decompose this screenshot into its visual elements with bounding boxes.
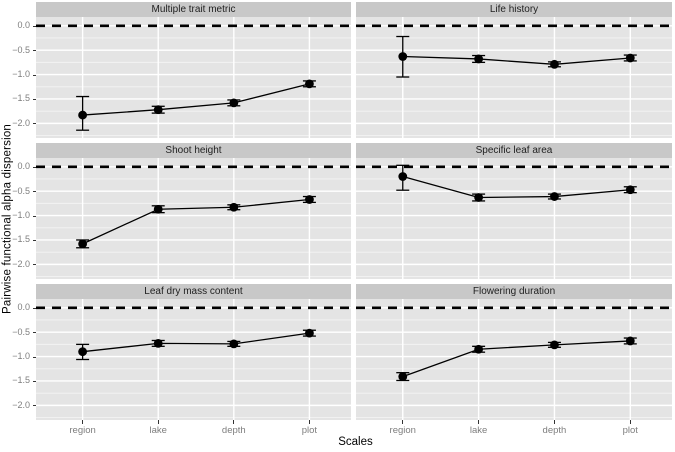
x-tick-label: region xyxy=(69,425,96,436)
x-tick-mark xyxy=(478,420,480,424)
y-tick-label: −1.5 xyxy=(12,93,30,104)
x-tick-label: plot xyxy=(622,425,638,436)
facet-panel-plot xyxy=(36,158,351,279)
x-tick-mark xyxy=(82,420,84,424)
facet-multiple-trait-metric: Multiple trait metric xyxy=(36,2,351,138)
x-tick-label: depth xyxy=(542,425,567,436)
x-tick-label: depth xyxy=(221,425,246,436)
facet-strip: Leaf dry mass content xyxy=(36,284,351,299)
facet-panel-plot xyxy=(356,158,672,279)
y-tick-label: 0.0 xyxy=(17,20,30,31)
x-axis-title: Scales xyxy=(338,436,373,448)
y-tick-label: −1.0 xyxy=(12,351,30,362)
y-tick-mark xyxy=(33,191,36,193)
x-tick-mark xyxy=(233,420,235,424)
y-tick-mark xyxy=(33,98,36,100)
facet-leaf-dry-mass-content: Leaf dry mass content xyxy=(36,284,351,420)
x-tick-label: lake xyxy=(149,425,167,436)
facet-panel-plot xyxy=(36,299,351,420)
y-tick-label: −0.5 xyxy=(12,185,30,196)
y-tick-mark xyxy=(33,123,36,125)
y-tick-mark xyxy=(33,25,36,27)
y-tick-label: −1.5 xyxy=(12,234,30,245)
y-tick-label: −1.0 xyxy=(12,210,30,221)
x-tick-mark xyxy=(553,420,555,424)
x-tick-mark xyxy=(157,420,159,424)
y-tick-mark xyxy=(33,239,36,241)
y-tick-mark xyxy=(33,215,36,217)
x-tick-label: region xyxy=(389,425,416,436)
y-tick-mark xyxy=(33,307,36,309)
y-tick-mark xyxy=(33,166,36,168)
x-tick-mark xyxy=(629,420,631,424)
y-tick-mark xyxy=(33,356,36,358)
y-tick-label: 0.0 xyxy=(17,302,30,313)
y-tick-label: −0.5 xyxy=(12,326,30,337)
facet-strip: Multiple trait metric xyxy=(36,2,351,17)
facet-shoot-height: Shoot height xyxy=(36,143,351,279)
x-tick-mark xyxy=(402,420,404,424)
facet-panel-plot xyxy=(36,17,351,138)
y-tick-label: −2.0 xyxy=(12,399,30,410)
facet-life-history: Life history xyxy=(356,2,672,138)
y-tick-mark xyxy=(33,405,36,407)
y-tick-mark xyxy=(33,264,36,266)
y-tick-label: −1.5 xyxy=(12,375,30,386)
y-tick-label: −0.5 xyxy=(12,44,30,55)
y-tick-label: 0.0 xyxy=(17,161,30,172)
facet-panel-plot xyxy=(356,299,672,420)
y-tick-mark xyxy=(33,332,36,334)
facet-strip: Flowering duration xyxy=(356,284,672,299)
y-tick-label: −2.0 xyxy=(12,258,30,269)
y-tick-mark xyxy=(33,50,36,52)
facet-panel-plot xyxy=(356,17,672,138)
y-tick-label: −2.0 xyxy=(12,117,30,128)
facet-flowering-duration: Flowering duration xyxy=(356,284,672,420)
y-tick-label: −1.0 xyxy=(12,69,30,80)
facet-strip: Shoot height xyxy=(36,143,351,158)
x-tick-mark xyxy=(308,420,310,424)
x-tick-label: lake xyxy=(469,425,488,436)
facet-specific-leaf-area: Specific leaf area xyxy=(356,143,672,279)
facet-strip: Specific leaf area xyxy=(356,143,672,158)
y-tick-mark xyxy=(33,380,36,382)
y-tick-mark xyxy=(33,74,36,76)
facet-strip: Life history xyxy=(356,2,672,17)
x-tick-label: plot xyxy=(301,425,318,436)
